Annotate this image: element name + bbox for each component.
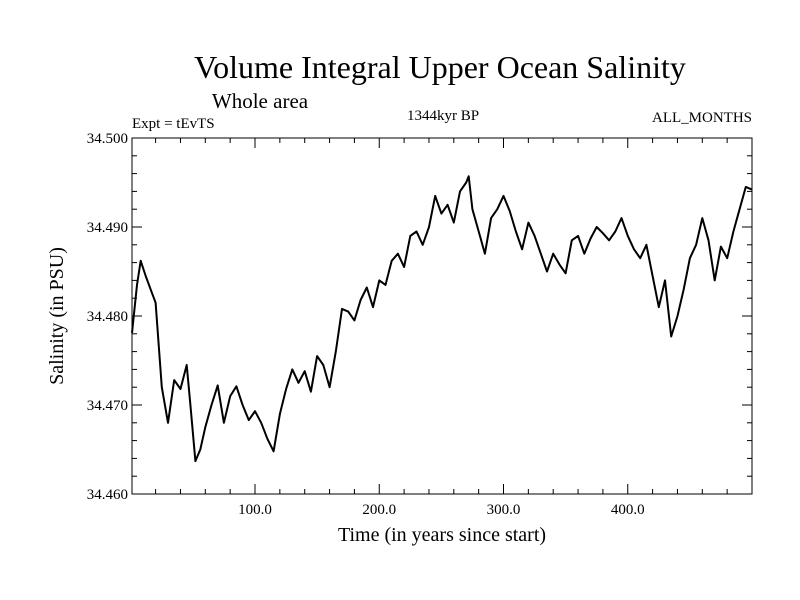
x-tick-label: 400.0 — [611, 502, 645, 518]
experiment-label: Expt = tEvTS — [132, 116, 215, 132]
chart-title: Volume Integral Upper Ocean Salinity — [194, 49, 686, 85]
salinity-series-line — [131, 175, 753, 463]
chart-subtitle: Whole area — [212, 89, 309, 113]
x-tick-label: 100.0 — [238, 502, 272, 518]
months-label: ALL_MONTHS — [652, 110, 752, 126]
period-label: 1344kyr BP — [407, 108, 479, 124]
y-tick-label: 34.490 — [87, 220, 128, 236]
y-tick-label: 34.470 — [87, 398, 128, 414]
y-tick-label: 34.480 — [87, 309, 128, 325]
x-tick-label: 200.0 — [362, 502, 396, 518]
plot-frame — [131, 137, 753, 495]
y-axis-ticks: 34.460 34.470 34.480 34.490 34.500 — [87, 131, 752, 503]
y-tick-label: 34.500 — [87, 131, 128, 147]
x-axis-label: Time (in years since start) — [338, 524, 546, 546]
y-tick-label: 34.460 — [87, 487, 128, 503]
x-axis-ticks: 100.0 200.0 300.0 400.0 — [155, 138, 728, 518]
y-axis-label: Salinity (in PSU) — [46, 247, 68, 385]
x-tick-label: 300.0 — [487, 502, 521, 518]
